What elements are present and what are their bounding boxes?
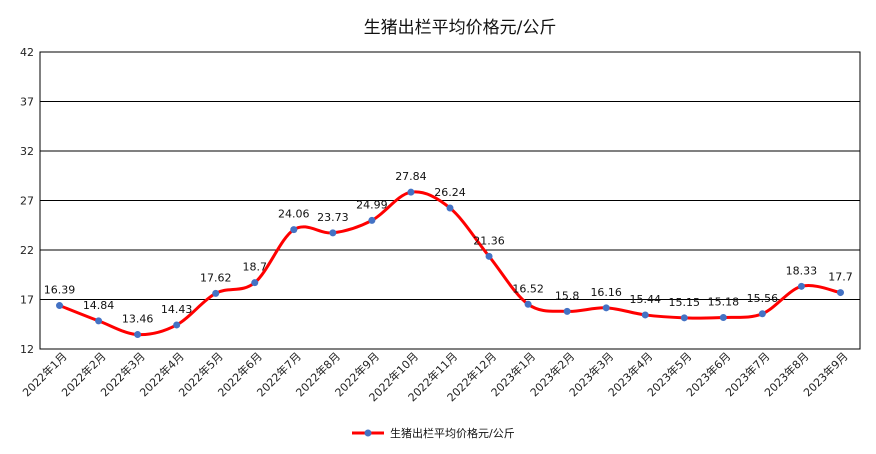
data-label: 16.16 — [590, 286, 622, 299]
legend-label: 生猪出栏平均价格元/公斤 — [390, 426, 515, 440]
y-tick-label: 22 — [20, 244, 34, 257]
data-label: 15.56 — [747, 292, 779, 305]
data-label: 17.62 — [200, 271, 232, 284]
data-label: 24.99 — [356, 198, 388, 211]
data-point — [407, 188, 415, 196]
data-point — [602, 304, 610, 312]
data-label: 15.18 — [708, 296, 740, 309]
data-point — [329, 229, 337, 237]
data-label: 16.52 — [512, 282, 544, 295]
y-tick-label: 42 — [20, 46, 34, 59]
data-label: 14.43 — [161, 303, 193, 316]
data-point — [56, 302, 64, 310]
data-label: 15.15 — [669, 296, 701, 309]
data-label: 15.44 — [629, 293, 661, 306]
data-label: 15.8 — [555, 289, 580, 302]
data-point — [758, 310, 766, 318]
data-point — [173, 321, 181, 329]
data-point — [524, 300, 532, 308]
data-point — [95, 317, 103, 325]
data-point — [368, 216, 376, 224]
y-tick-label: 32 — [20, 145, 34, 158]
y-tick-label: 37 — [20, 96, 34, 109]
data-label: 13.46 — [122, 313, 154, 326]
data-point — [719, 314, 727, 322]
data-point — [836, 289, 844, 297]
data-label: 21.36 — [473, 234, 505, 247]
y-axis-ticks: 12 17 22 27 32 37 42 — [20, 46, 34, 356]
data-point — [641, 311, 649, 319]
data-label: 27.84 — [395, 170, 427, 183]
y-tick-label: 12 — [20, 343, 34, 356]
data-label: 14.84 — [83, 299, 115, 312]
legend-marker-swatch — [364, 429, 372, 437]
y-tick-label: 27 — [20, 195, 34, 208]
data-point — [134, 331, 142, 339]
data-label: 24.06 — [278, 208, 310, 221]
data-point — [797, 282, 805, 290]
series-markers — [56, 188, 844, 339]
data-point — [290, 226, 298, 234]
data-point — [446, 204, 454, 212]
data-point — [212, 289, 220, 297]
data-point — [680, 314, 688, 322]
data-labels: 16.39 14.84 13.46 14.43 17.62 18.7 24.06 23.73 2… — [44, 170, 853, 325]
data-point — [485, 252, 493, 260]
chart-title: 生猪出栏平均价格元/公斤 — [364, 18, 557, 38]
plot-area — [39, 51, 861, 350]
data-label: 16.39 — [44, 284, 76, 297]
data-point — [251, 279, 259, 287]
data-point — [563, 307, 571, 315]
data-label: 26.24 — [434, 186, 466, 199]
data-label: 18.33 — [786, 264, 818, 277]
data-label: 18.7 — [243, 261, 268, 274]
x-axis-ticks: 2022年1月2022年2月2022年3月2022年4月2022年5月2022年… — [19, 349, 850, 404]
data-label: 17.7 — [828, 271, 853, 284]
legend: 生猪出栏平均价格元/公斤 — [352, 426, 515, 440]
data-label: 23.73 — [317, 211, 349, 224]
y-tick-label: 17 — [20, 294, 34, 307]
